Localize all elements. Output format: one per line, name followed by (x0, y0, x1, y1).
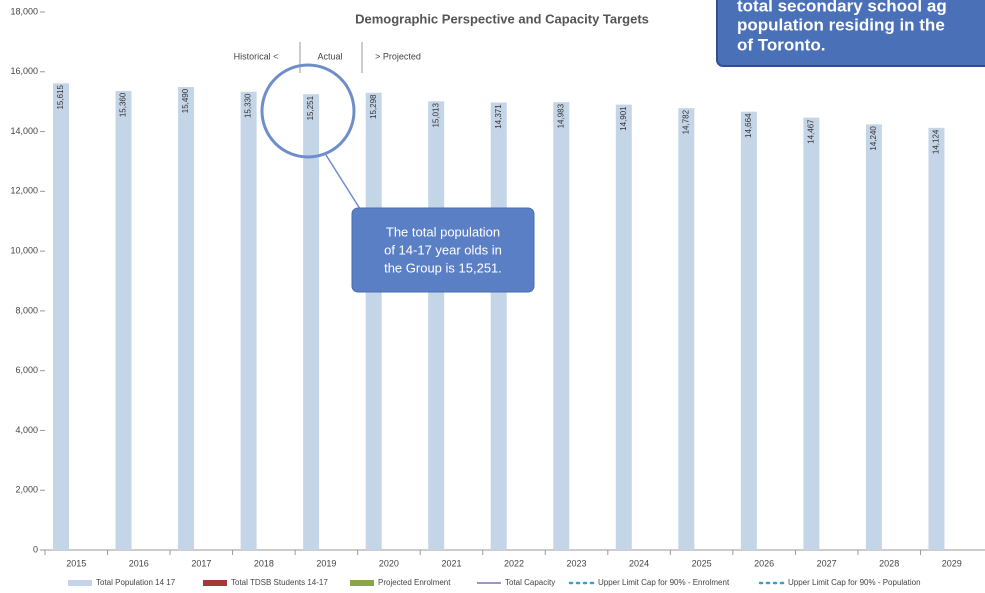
x-tick-label: 2018 (254, 558, 274, 568)
x-tick-label: 2025 (692, 558, 712, 568)
period-label: Historical < (234, 51, 279, 61)
legend-label: Total Capacity (505, 578, 555, 587)
y-tick-label: 14,000 (10, 126, 38, 136)
bar (53, 83, 69, 550)
bar (490, 102, 507, 550)
value-label: 15,615 (56, 84, 65, 109)
bar (678, 108, 695, 551)
bar (740, 111, 757, 550)
x-tick-label: 2019 (316, 558, 336, 568)
bar (803, 117, 820, 550)
x-tick-label: 2026 (754, 558, 774, 568)
value-label: 15,251 (306, 95, 315, 120)
y-tick-label: 12,000 (10, 186, 38, 196)
legend-swatch (203, 580, 227, 586)
bar (303, 94, 320, 551)
x-tick-label: 2029 (942, 558, 962, 568)
x-tick-label: 2020 (379, 558, 399, 568)
x-tick-label: 2024 (629, 558, 649, 568)
period-label: > Projected (375, 51, 421, 61)
value-label: 15,013 (431, 102, 440, 127)
value-label: 15,490 (181, 88, 190, 113)
x-tick-label: 2022 (504, 558, 524, 568)
bar (240, 91, 257, 550)
x-tick-label: 2023 (567, 558, 587, 568)
y-tick-label: 4,000 (15, 425, 38, 435)
bar (365, 92, 382, 551)
bars (53, 83, 945, 551)
x-tick-label: 2017 (191, 558, 211, 568)
x-tick-label: 2016 (129, 558, 149, 568)
note-text: of Toronto. (737, 35, 825, 54)
value-label: 14,782 (681, 109, 690, 134)
value-label: 14,124 (932, 129, 941, 154)
note-text: total secondary school ag (737, 0, 947, 15)
callout-text: of 14-17 year olds in (384, 242, 502, 257)
bar (928, 127, 945, 550)
callout-text: the Group is 15,251. (384, 260, 502, 275)
value-label: 14,983 (556, 103, 565, 128)
y-tick-label: 10,000 (10, 245, 38, 255)
bar (865, 124, 882, 550)
bar (115, 90, 132, 550)
period-label: Actual (317, 51, 342, 61)
y-tick-label: 16,000 (10, 66, 38, 76)
value-label: 14,240 (869, 126, 878, 151)
legend-label: Total Population 14 17 (96, 578, 176, 587)
bar (428, 101, 445, 551)
value-label: 15,298 (369, 94, 378, 119)
note-box (716, 0, 985, 67)
value-label: 14,664 (744, 113, 753, 138)
legend-label: Upper Limit Cap for 90% - Population (788, 578, 921, 587)
y-tick-label: 2,000 (15, 485, 38, 495)
value-label: 14,901 (619, 106, 628, 131)
legend-label: Total TDSB Students 14-17 (231, 578, 328, 587)
value-label: 14,467 (807, 119, 816, 144)
legend-label: Projected Enrolment (378, 578, 451, 587)
legend-swatch (68, 580, 92, 586)
value-label: 14,371 (494, 104, 503, 129)
value-label: 15,330 (244, 93, 253, 118)
callout-text: The total population (386, 224, 500, 239)
legend-swatch (350, 580, 374, 586)
note-text: population residing in the (737, 15, 945, 34)
value-label: 15,360 (119, 92, 128, 117)
chart-title: Demographic Perspective and Capacity Tar… (355, 11, 649, 26)
callout-pointer (325, 154, 363, 213)
bar (615, 104, 632, 550)
y-tick-label: 0 (33, 544, 38, 554)
bar (553, 102, 570, 550)
x-tick-label: 2028 (879, 558, 899, 568)
highlight-circle (260, 63, 356, 159)
x-tick-label: 2021 (441, 558, 461, 568)
y-tick-label: 8,000 (15, 305, 38, 315)
legend-label: Upper Limit Cap for 90% - Enrolment (598, 578, 730, 587)
x-tick-label: 2027 (817, 558, 837, 568)
y-tick-label: 6,000 (15, 365, 38, 375)
x-tick-label: 2015 (66, 558, 86, 568)
y-tick-label: 18,000 (10, 6, 38, 16)
bar (178, 87, 195, 550)
callout-box (351, 207, 535, 293)
